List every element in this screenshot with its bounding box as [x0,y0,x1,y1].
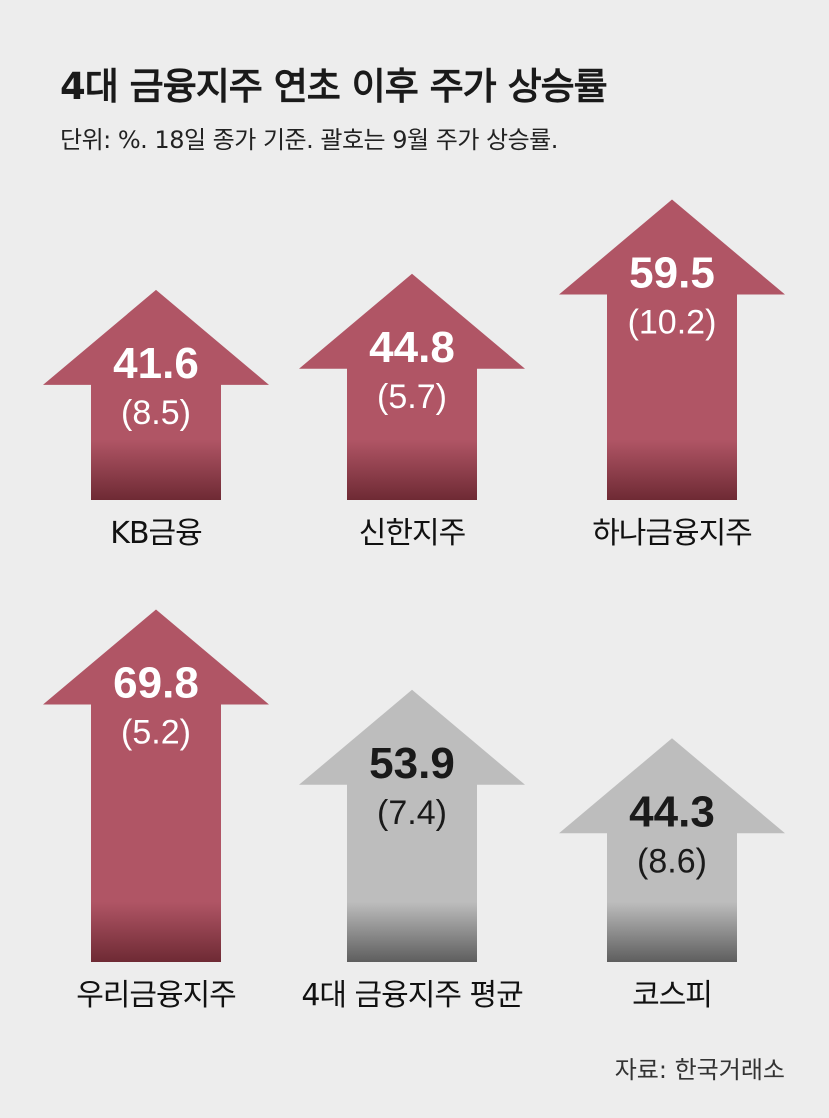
chart-subtitle: 단위: %. 18일 종가 기준. 괄호는 9월 주가 상승률. [60,126,558,154]
category-label: 우리금융지주 [76,978,236,1013]
value-label: 41.6 [113,339,199,388]
arrow-bar-4 [43,609,269,962]
value-label: 44.8 [369,323,455,372]
category-label: 하나금융지주 [592,516,752,551]
chart-title: 4대 금융지주 연초 이후 주가 상승률 [60,65,608,108]
arrow-bar-3 [559,199,785,500]
arrow-bar-5 [299,689,525,962]
sub-value-label: (10.2) [628,304,717,342]
source-note: 자료: 한국거래소 [614,1056,785,1084]
sub-value-label: (5.2) [121,714,191,752]
arrow-bar-2 [299,273,525,500]
sub-value-label: (8.6) [637,842,707,880]
sub-value-label: (5.7) [377,378,447,416]
arrow-bar-6 [559,738,785,962]
value-label: 59.5 [629,249,715,298]
value-label: 69.8 [113,659,199,708]
value-label: 53.9 [369,739,455,788]
category-label: 4대 금융지주 평균 [301,978,523,1013]
category-label: 신한지주 [359,516,465,551]
sub-value-label: (8.5) [121,394,191,432]
category-label: 코스피 [632,978,712,1013]
arrow-bar-1 [43,289,269,500]
value-label: 44.3 [629,787,715,836]
category-label: KB금융 [110,516,201,551]
sub-value-label: (7.4) [377,794,447,832]
